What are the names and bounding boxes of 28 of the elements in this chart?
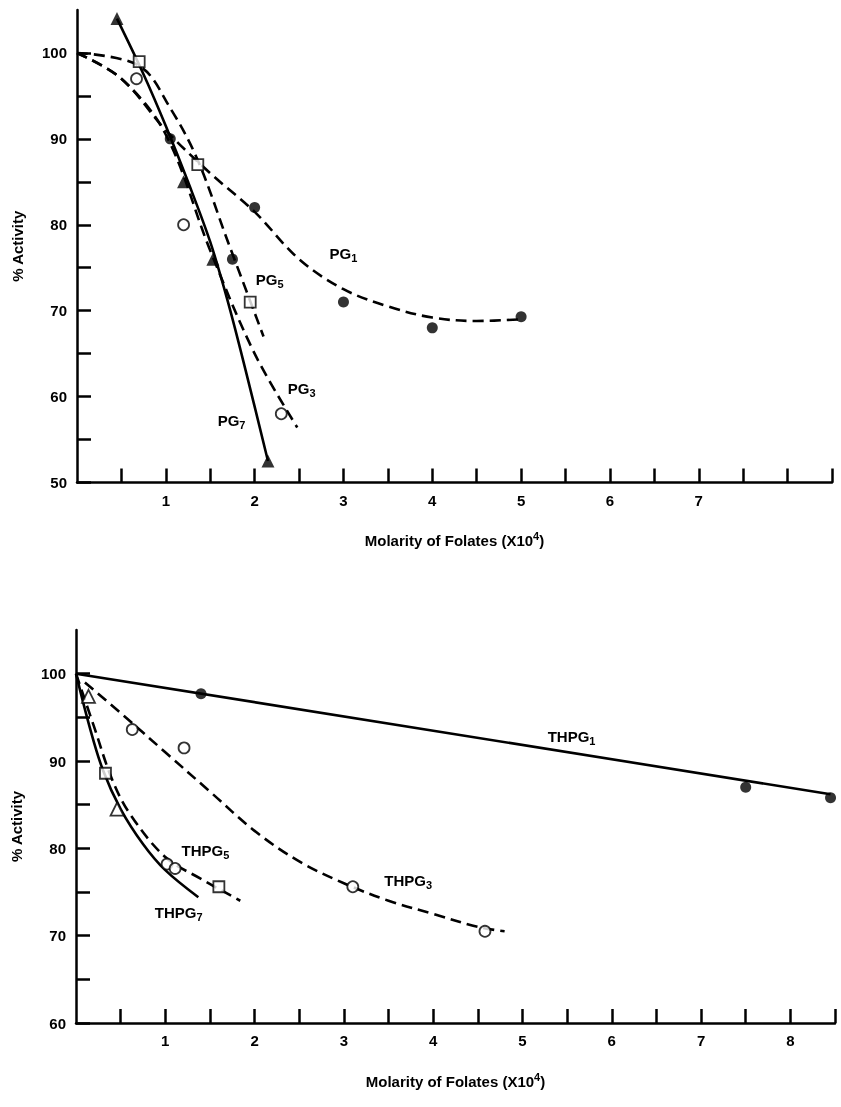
x-tick-label: 8	[786, 1032, 795, 1049]
y-tick-label: 50	[50, 474, 67, 491]
x-tick-label: 4	[428, 491, 438, 509]
x-tick-label: 2	[250, 491, 259, 509]
y-tick-label: 90	[49, 752, 66, 770]
x-tick-label: 1	[161, 491, 170, 509]
y-tick-label: 90	[50, 130, 67, 148]
y-tick-label: 60	[49, 1014, 66, 1032]
y-tick-label: 100	[40, 665, 66, 683]
y-tick-label: 70	[49, 927, 66, 945]
x-tick-label: 5	[518, 1032, 527, 1049]
x-tick-label: 3	[339, 1032, 349, 1049]
y-axis-title: % Activity	[9, 210, 26, 282]
y-tick-label: 80	[50, 216, 67, 234]
x-tick-label: 7	[696, 1032, 706, 1049]
y-tick-label: 100	[41, 44, 67, 62]
x-tick-label: 2	[250, 1032, 259, 1049]
x-tick-label: 7	[694, 491, 703, 509]
x-tick-label: 6	[605, 491, 615, 509]
x-tick-label: 3	[339, 491, 348, 509]
x-tick-label: 1	[161, 1032, 170, 1049]
y-tick-label: 70	[50, 302, 67, 320]
x-tick-label: 4	[429, 1032, 438, 1049]
y-axis-title: % Activity	[8, 790, 25, 863]
y-tick-label: 80	[49, 839, 66, 857]
x-tick-label: 6	[607, 1032, 616, 1049]
x-tick-label: 5	[516, 491, 526, 509]
y-tick-label: 60	[50, 388, 67, 406]
